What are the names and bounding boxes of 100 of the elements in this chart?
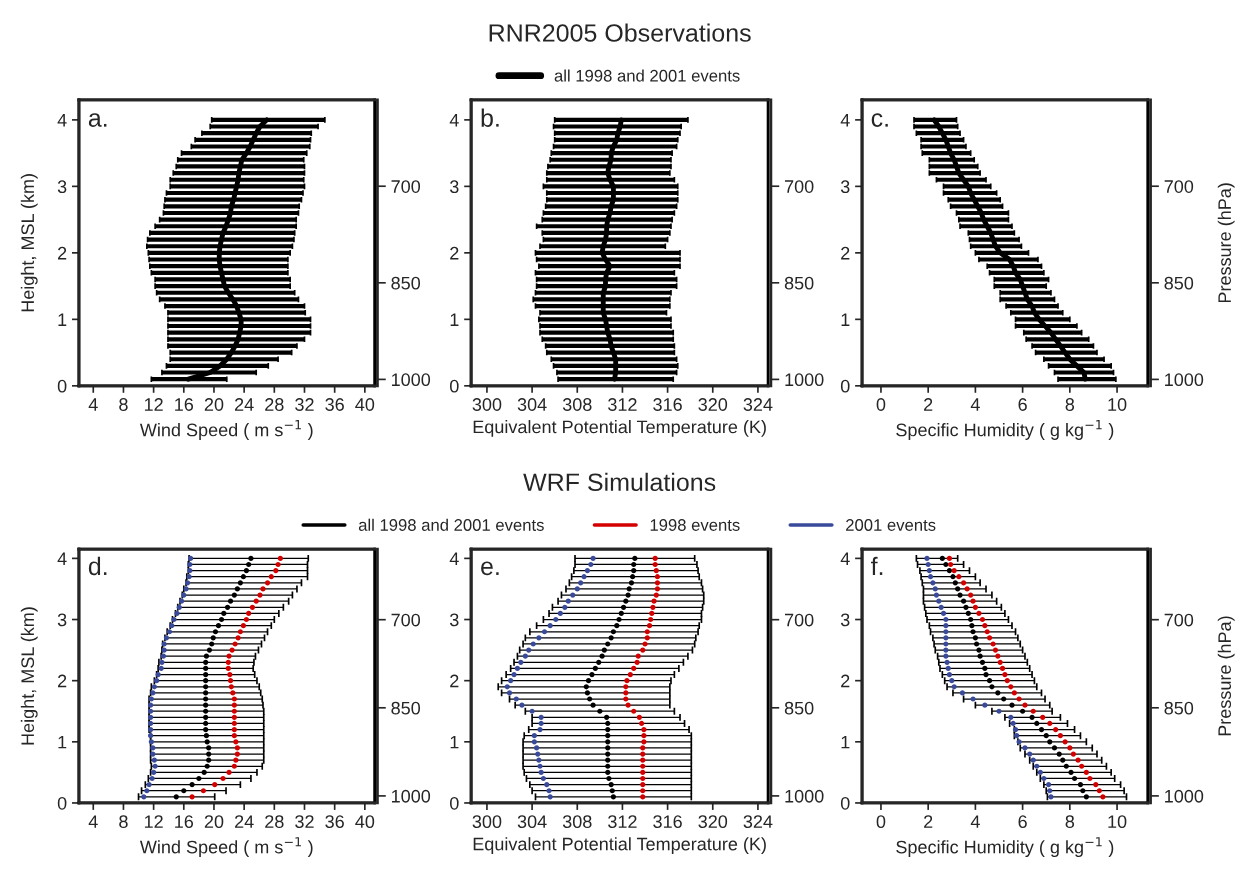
y-tick-label: 0 bbox=[57, 796, 67, 810]
y-tick-label: 4 bbox=[840, 552, 850, 565]
legend-label: 2001 events bbox=[846, 519, 936, 531]
y2-tick-label: 850 bbox=[391, 276, 421, 290]
y2-axis-title: Pressure (hPa) bbox=[1217, 616, 1235, 736]
x-axis-title: Specific Humidity ( g kg$^{−1}$ ) bbox=[896, 420, 1114, 440]
y2-tick-label: 1000 bbox=[785, 789, 824, 803]
x-tick-label: 20 bbox=[204, 815, 224, 829]
x-tick-label: 312 bbox=[608, 815, 637, 829]
x-tick-label: 8 bbox=[119, 815, 128, 829]
x-tick-label: 12 bbox=[144, 398, 163, 411]
x-tick-label: 8 bbox=[119, 398, 128, 411]
y2-tick-label: 850 bbox=[1164, 276, 1194, 290]
x-tick-label: 324 bbox=[743, 815, 773, 829]
y-tick-label: 3 bbox=[449, 180, 459, 194]
x-tick-label: 320 bbox=[698, 398, 728, 411]
y-tick-label: 0 bbox=[840, 796, 850, 810]
x-tick-label: 304 bbox=[517, 815, 547, 829]
y-axis-title: Height, MSL (km) bbox=[20, 174, 38, 312]
y2-axis-title: Pressure (hPa) bbox=[1217, 183, 1235, 303]
y2-tick-label: 700 bbox=[391, 180, 421, 193]
x-tick-label: 300 bbox=[472, 398, 502, 411]
y-tick-label: 3 bbox=[57, 180, 67, 194]
y2-tick-label: 1000 bbox=[392, 373, 431, 387]
y-tick-label: 2 bbox=[58, 246, 67, 260]
y-tick-label: 1 bbox=[450, 735, 459, 749]
y-tick-label: 4 bbox=[840, 114, 850, 127]
chart-title: RNR2005 Observations bbox=[489, 23, 751, 42]
x-tick-label: 0 bbox=[876, 815, 886, 829]
y2-tick-label: 850 bbox=[391, 701, 421, 715]
x-tick-label: 324 bbox=[743, 398, 773, 411]
annotation: c. bbox=[871, 113, 888, 127]
x-tick-label: 316 bbox=[653, 815, 682, 829]
x-tick-label: 308 bbox=[562, 815, 592, 829]
x-tick-label: 40 bbox=[355, 815, 375, 829]
y-tick-label: 4 bbox=[449, 552, 459, 565]
x-tick-label: 32 bbox=[295, 815, 314, 829]
legend-label: 1998 events bbox=[650, 519, 740, 531]
y-tick-label: 3 bbox=[57, 613, 67, 627]
x-tick-label: 16 bbox=[175, 398, 194, 411]
y-tick-label: 4 bbox=[57, 552, 67, 565]
x-tick-label: 4 bbox=[88, 815, 98, 828]
x-tick-label: 320 bbox=[698, 815, 728, 829]
y2-tick-label: 850 bbox=[1164, 701, 1194, 715]
legend-label: all 1998 and 2001 events bbox=[554, 69, 740, 82]
y-tick-label: 0 bbox=[840, 379, 850, 393]
x-tick-label: 20 bbox=[204, 398, 224, 411]
y2-tick-label: 1000 bbox=[1165, 789, 1204, 803]
x-tick-label: 36 bbox=[325, 398, 344, 411]
x-tick-label: 4 bbox=[970, 815, 980, 828]
x-tick-label: 308 bbox=[562, 398, 592, 411]
x-tick-label: 316 bbox=[653, 398, 682, 411]
y-tick-label: 2 bbox=[450, 674, 459, 688]
x-tick-label: 312 bbox=[608, 398, 637, 411]
y-tick-label: 2 bbox=[841, 674, 850, 688]
x-axis-title: Wind Speed ( m s$^{−1}$ ) bbox=[139, 420, 313, 440]
y-tick-label: 1 bbox=[58, 735, 67, 749]
y2-tick-label: 1000 bbox=[1165, 373, 1204, 387]
x-axis-title: Wind Speed ( m s$^{−1}$ ) bbox=[139, 837, 313, 858]
y-tick-label: 2 bbox=[450, 246, 459, 260]
legend-label: all 1998 and 2001 events bbox=[358, 518, 544, 531]
x-tick-label: 2 bbox=[924, 398, 933, 411]
y-tick-label: 2 bbox=[841, 246, 850, 260]
annotation: e. bbox=[481, 561, 499, 576]
x-tick-label: 0 bbox=[876, 398, 886, 411]
x-tick-label: 4 bbox=[970, 398, 980, 411]
x-tick-label: 28 bbox=[265, 815, 284, 829]
y-tick-label: 0 bbox=[449, 796, 459, 810]
x-axis-title: Equivalent Potential Temperature (K) bbox=[473, 837, 766, 854]
x-axis-title: Equivalent Potential Temperature (K) bbox=[473, 420, 766, 437]
x-tick-label: 6 bbox=[1018, 398, 1027, 411]
x-tick-label: 4 bbox=[88, 398, 98, 411]
x-tick-label: 12 bbox=[144, 815, 163, 828]
y-tick-label: 3 bbox=[840, 613, 850, 627]
x-tick-label: 8 bbox=[1065, 398, 1075, 411]
x-tick-label: 24 bbox=[235, 815, 254, 828]
y2-tick-label: 1000 bbox=[392, 789, 431, 803]
y-tick-label: 4 bbox=[57, 114, 67, 127]
annotation: a. bbox=[88, 113, 107, 127]
y-tick-label: 3 bbox=[449, 613, 459, 627]
y-axis-title: Height, MSL (km) bbox=[20, 607, 38, 745]
y2-tick-label: 700 bbox=[391, 613, 421, 627]
y2-tick-label: 850 bbox=[784, 701, 814, 715]
y2-tick-label: 700 bbox=[1164, 180, 1194, 193]
x-tick-label: 304 bbox=[517, 398, 547, 411]
x-tick-label: 32 bbox=[295, 398, 314, 411]
x-tick-label: 28 bbox=[265, 398, 284, 411]
y-tick-label: 3 bbox=[840, 180, 850, 194]
y-tick-label: 1 bbox=[58, 313, 67, 326]
x-tick-label: 40 bbox=[355, 398, 375, 411]
x-tick-label: 10 bbox=[1108, 398, 1127, 411]
annotation: d. bbox=[88, 556, 107, 576]
y2-tick-label: 1000 bbox=[785, 373, 824, 387]
y2-tick-label: 700 bbox=[784, 613, 814, 627]
x-tick-label: 300 bbox=[472, 815, 502, 829]
x-tick-label: 2 bbox=[924, 815, 933, 828]
y-tick-label: 1 bbox=[450, 313, 459, 326]
annotation: f. bbox=[870, 556, 883, 575]
chart-title: WRF Simulations bbox=[523, 472, 716, 492]
y-tick-label: 0 bbox=[57, 379, 67, 393]
